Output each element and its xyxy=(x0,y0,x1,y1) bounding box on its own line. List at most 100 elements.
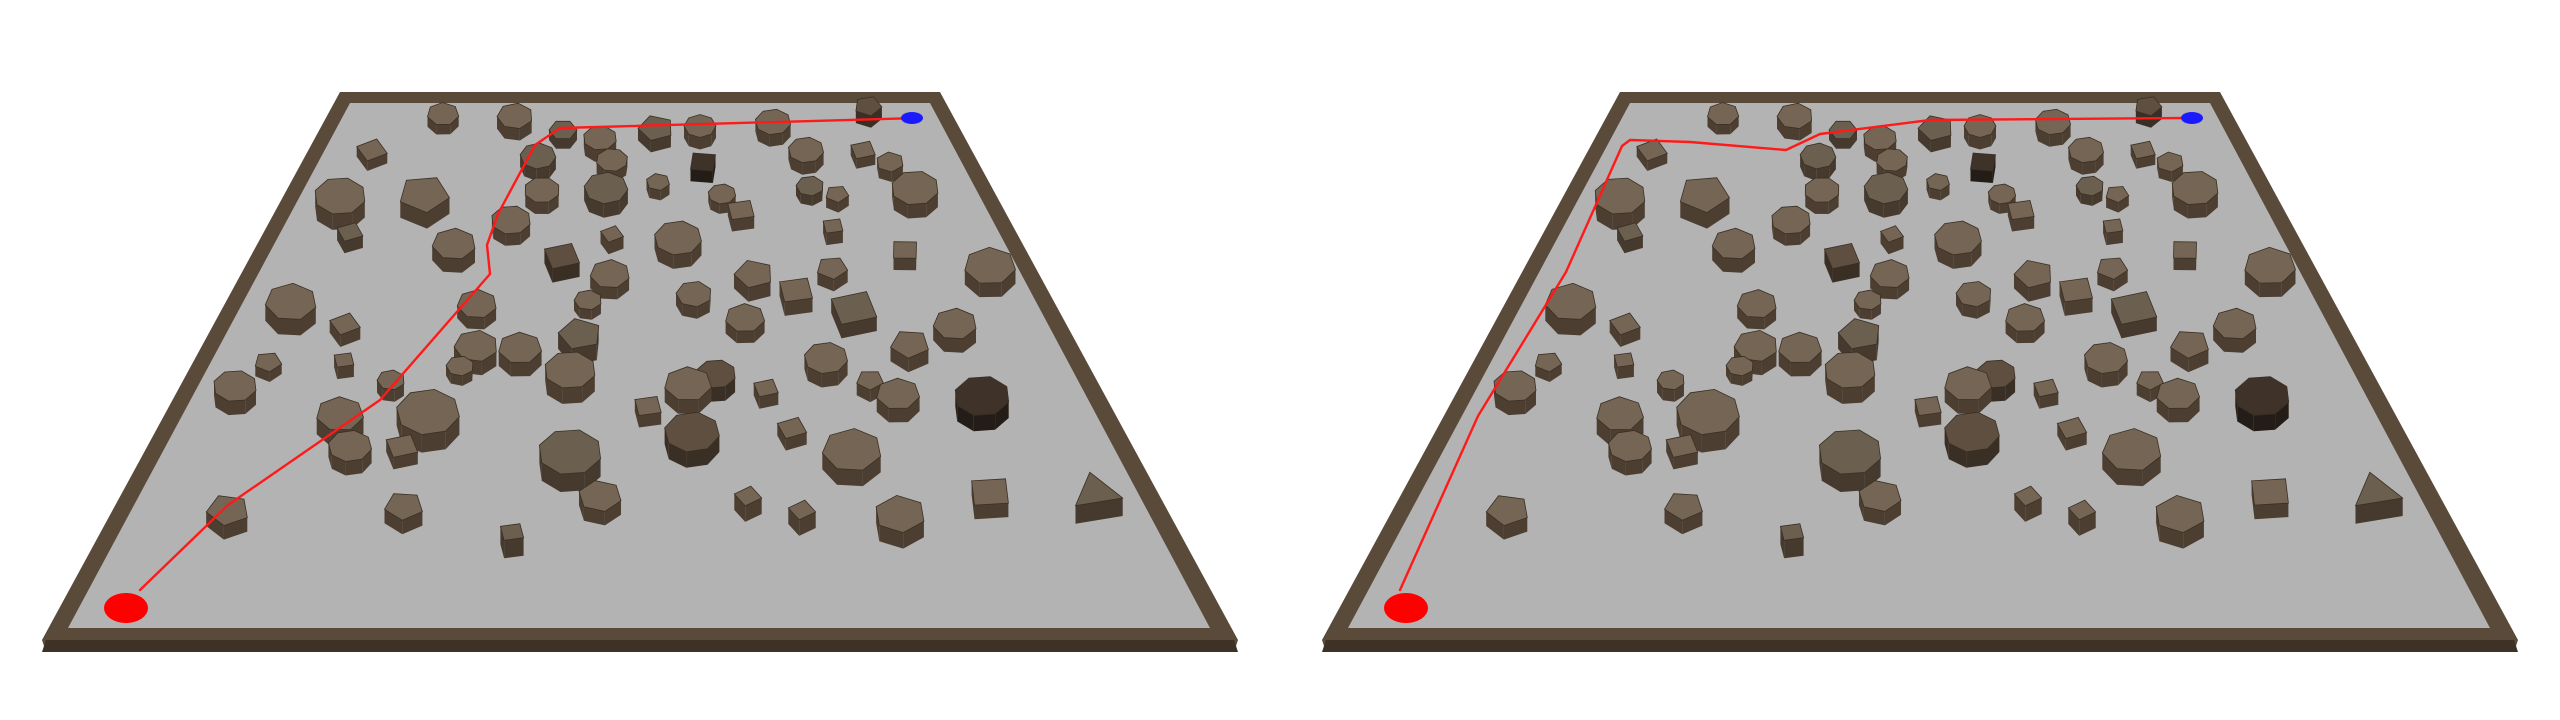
obstacle xyxy=(2156,151,2184,182)
obstacle-side xyxy=(755,119,758,142)
obstacle-top xyxy=(596,148,628,172)
obstacle-side xyxy=(2068,508,2080,536)
obstacle-side xyxy=(2014,274,2029,302)
obstacle-side xyxy=(1962,303,1978,319)
obstacle xyxy=(822,218,844,246)
obstacle xyxy=(376,369,405,402)
obstacle-side xyxy=(2035,119,2038,142)
obstacle-side xyxy=(1824,249,1833,283)
obstacle-side xyxy=(1804,164,1817,181)
obstacle-side xyxy=(711,126,716,147)
obstacle-side xyxy=(2188,349,2209,373)
obstacle-side xyxy=(1596,418,1611,446)
obstacle-top xyxy=(1944,366,1992,401)
obstacle-side xyxy=(367,153,388,171)
obstacle-side xyxy=(634,399,639,428)
obstacle-top xyxy=(803,342,849,374)
obstacle-side xyxy=(1883,200,1900,218)
obstacle xyxy=(795,175,824,206)
obstacle-top xyxy=(1616,222,1644,242)
obstacle-side xyxy=(698,387,712,414)
obstacle-top xyxy=(893,241,917,259)
obstacle xyxy=(2244,246,2296,298)
obstacle-top xyxy=(1869,259,1910,288)
obstacle-top xyxy=(2156,377,2201,409)
obstacle-side xyxy=(2158,168,2172,182)
obstacle-side xyxy=(1657,380,1663,401)
obstacle xyxy=(491,205,531,246)
obstacle-side xyxy=(1880,231,1889,255)
obstacle xyxy=(2075,175,2104,206)
obstacle-side xyxy=(541,462,561,492)
obstacle-top xyxy=(753,378,779,398)
obstacle-side xyxy=(734,494,746,522)
obstacle-top xyxy=(578,480,622,512)
obstacle-side xyxy=(1914,399,1919,428)
obstacle-side xyxy=(2237,405,2254,432)
obstacle-side xyxy=(484,308,497,330)
obstacle xyxy=(2354,471,2404,524)
obstacle-top xyxy=(1534,352,1563,373)
obstacle xyxy=(733,259,771,302)
obstacle xyxy=(213,370,257,416)
obstacle-side xyxy=(686,448,708,468)
obstacle-top xyxy=(654,220,702,256)
obstacle-top xyxy=(2169,331,2209,359)
obstacle-side xyxy=(678,399,699,414)
obstacle xyxy=(1955,281,1992,319)
obstacle-top xyxy=(544,351,596,389)
obstacle-side xyxy=(725,378,736,401)
obstacle-side xyxy=(973,413,996,432)
obstacle xyxy=(855,96,883,128)
obstacle-side xyxy=(362,449,372,474)
obstacle-side xyxy=(1780,526,1785,559)
obstacle xyxy=(456,289,497,330)
obstacle-side xyxy=(1940,184,1950,201)
obstacle-side xyxy=(646,179,650,198)
obstacle-top xyxy=(396,388,460,436)
obstacle-side xyxy=(1742,248,1755,273)
obstacle xyxy=(803,342,849,388)
obstacle-side xyxy=(732,216,755,232)
obstacle-side xyxy=(2187,203,2207,219)
obstacle-side xyxy=(1816,166,1830,181)
obstacle-side xyxy=(2039,392,2059,409)
obstacle-side xyxy=(1987,436,2000,465)
obstacle-top xyxy=(2067,499,2097,521)
obstacle xyxy=(1779,523,1805,559)
obstacle-top xyxy=(2067,136,2105,164)
obstacle-top xyxy=(2033,378,2059,398)
obstacle-side xyxy=(838,195,849,213)
obstacle-side xyxy=(604,500,621,526)
obstacle-side xyxy=(316,418,331,446)
obstacle-top xyxy=(795,175,824,197)
obstacle-side xyxy=(1964,126,1969,147)
obstacle-side xyxy=(1617,228,1625,254)
obstacle-side xyxy=(524,164,537,181)
obstacle-top xyxy=(727,200,755,220)
obstacle xyxy=(573,289,602,320)
obstacle-side xyxy=(481,352,497,376)
obstacle-side xyxy=(1761,352,1777,376)
obstacle xyxy=(599,225,625,255)
obstacle xyxy=(753,378,779,409)
obstacle-side xyxy=(639,412,662,428)
obstacle xyxy=(1926,173,1950,201)
obstacle-side xyxy=(2251,480,2255,520)
obstacle-side xyxy=(1609,320,1621,347)
obstacle-side xyxy=(1495,393,1509,416)
obstacle-side xyxy=(817,272,834,292)
obstacle-top xyxy=(2110,291,2158,325)
obstacle-side xyxy=(340,327,361,347)
obstacle-top xyxy=(637,115,672,141)
obstacle-side xyxy=(377,380,383,401)
obstacle-side xyxy=(2253,413,2276,432)
obstacle-side xyxy=(1662,388,1675,402)
obstacle-top xyxy=(778,277,814,303)
obstacle-side xyxy=(1829,157,1836,178)
obstacle-side xyxy=(1819,445,1822,481)
obstacle-top xyxy=(2135,96,2163,117)
obstacle-side xyxy=(2007,203,2012,232)
floor-plane xyxy=(1348,103,2490,628)
obstacle xyxy=(1818,429,1882,492)
